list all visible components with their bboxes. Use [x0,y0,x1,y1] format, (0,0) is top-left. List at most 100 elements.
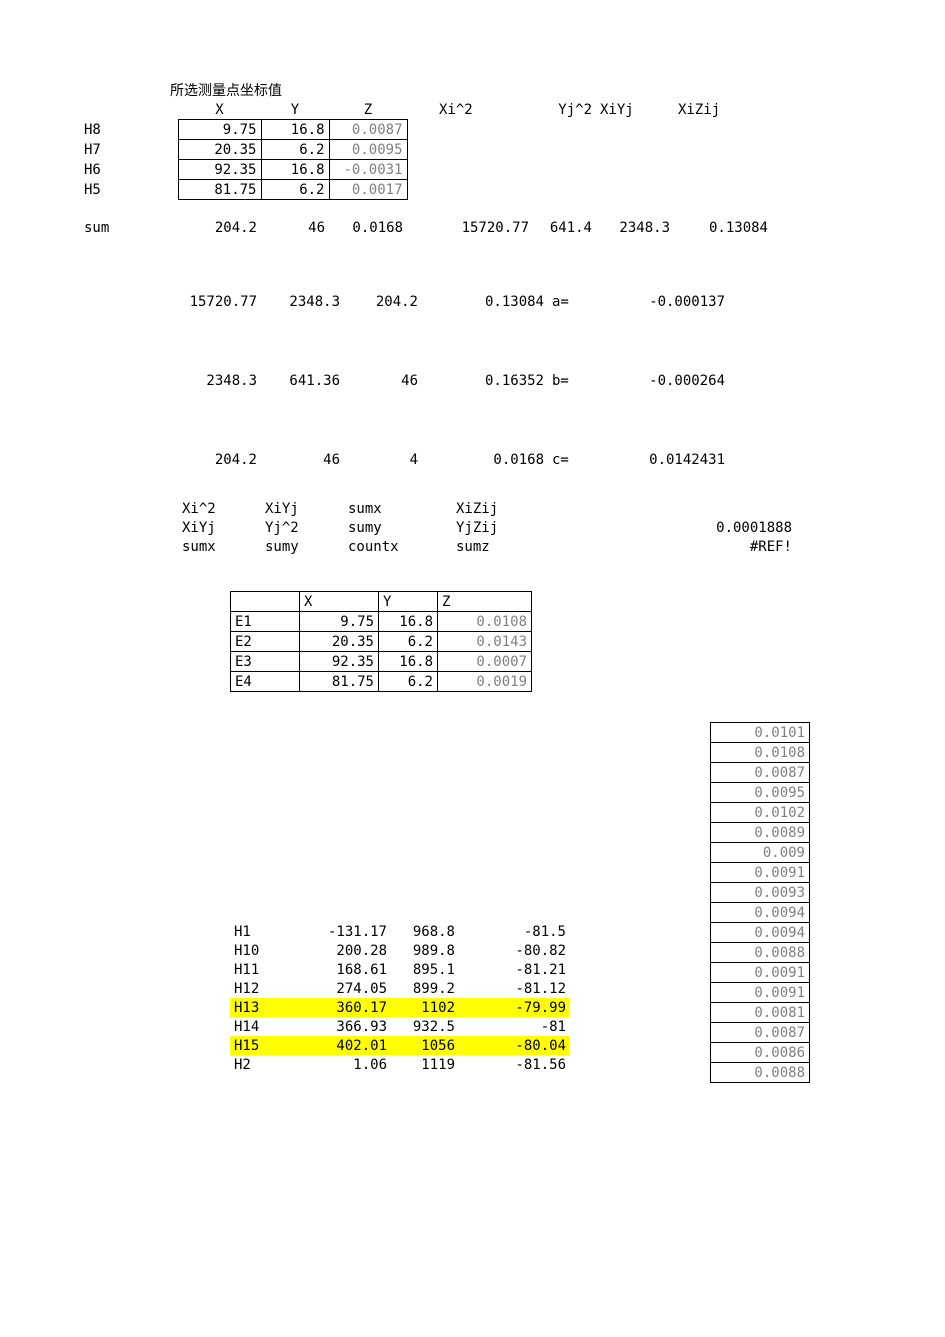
right-list-cell: 0.0094 [711,903,810,923]
t2-head [231,592,300,612]
legend-cell: sumy [261,537,344,556]
sum-y: 46 [261,218,329,237]
bottom-cell-a: -131.17 [298,922,391,941]
matrix-rhs: 0.16352 [450,371,548,390]
bottom-cell-b: 895.1 [391,960,459,979]
bottom-cell-b: 989.8 [391,941,459,960]
matrix-a: 204.2 [178,450,261,469]
t2-cell-y: 16.8 [379,612,438,632]
sum-row: sum204.2460.016815720.77641.42348.30.130… [80,218,772,237]
right-list-cell: 0.009 [711,843,810,863]
cell-y: 6.2 [261,140,329,160]
t2-row-id: E1 [231,612,300,632]
sum-xizij: 0.13084 [674,218,772,237]
bottom-row-id: H14 [230,1017,298,1036]
right-list-cell: 0.0087 [711,1023,810,1043]
bottom-cell-b: 1102 [391,998,459,1017]
cell-y: 6.2 [261,180,329,200]
right-list-cell: 0.0094 [711,923,810,943]
bottom-row-id: H15 [230,1036,298,1055]
sum-xiyj: 2348.3 [596,218,674,237]
t2-row-id: E4 [231,672,300,692]
cell-z: 0.0017 [329,180,407,200]
legend-cell: sumz [452,537,550,556]
matrix-rhs: 0.0168 [450,450,548,469]
cell-y: 16.8 [261,160,329,180]
right-list: 0.01010.01080.00870.00950.01020.00890.00… [710,722,810,1083]
section-title: 所选测量点坐标值 [170,80,860,100]
matrix-c: 204.2 [344,292,422,311]
right-list-cell: 0.0081 [711,1003,810,1023]
bottom-row-id: H13 [230,998,298,1017]
right-list-cell: 0.0108 [711,743,810,763]
right-list-cell: 0.0091 [711,863,810,883]
bottom-table: H1-131.17968.8-81.5H10200.28989.8-80.82H… [230,922,570,1074]
bottom-cell-c: -81.21 [497,960,570,979]
row-id: H6 [80,160,178,180]
t2-head: Z [438,592,532,612]
t2-cell-y: 16.8 [379,652,438,672]
row-id: H7 [80,140,178,160]
sum-x: 204.2 [178,218,261,237]
right-list-cell: 0.0093 [711,883,810,903]
t2-cell-x: 20.35 [300,632,379,652]
cell-x: 9.75 [178,120,261,140]
legend-cell: countx [344,537,452,556]
table-1: XYZXi^2Yj^2XiYjXiZijH89.7516.80.0087H720… [80,100,773,200]
bottom-cell-c: -79.99 [497,998,570,1017]
cell-z: 0.0095 [329,140,407,160]
matrix-var-label: a= [548,292,631,311]
bottom-cell-c: -81.5 [497,922,570,941]
matrix-var-label: c= [548,450,631,469]
legend-cell: XiYj [178,518,261,537]
t2-cell-y: 6.2 [379,632,438,652]
bottom-row-id: H2 [230,1055,298,1074]
cell-x: 92.35 [178,160,261,180]
t2-cell-x: 9.75 [300,612,379,632]
legend-cell: XiYj [261,499,344,518]
sum-xi2: 15720.77 [435,218,533,237]
bottom-cell-b: 1119 [391,1055,459,1074]
bottom-cell-a: 402.01 [298,1036,391,1055]
t2-head: X [300,592,379,612]
bottom-cell-c: -81.56 [497,1055,570,1074]
legend-cell [698,499,796,518]
legend-cell: XiZij [452,499,550,518]
bottom-cell-c: -81.12 [497,979,570,998]
bottom-row-id: H10 [230,941,298,960]
t2-cell-z: 0.0108 [438,612,532,632]
right-list-cell: 0.0087 [711,763,810,783]
t2-cell-z: 0.0019 [438,672,532,692]
cell-z: -0.0031 [329,160,407,180]
t2-cell-y: 6.2 [379,672,438,692]
cell-y: 16.8 [261,120,329,140]
sum-z: 0.0168 [329,218,407,237]
right-list-cell: 0.0101 [711,723,810,743]
row-id: H5 [80,180,178,200]
legend-cell: Yj^2 [261,518,344,537]
right-list-cell: 0.0088 [711,1063,810,1083]
matrix-var-value: 0.0142431 [631,450,729,469]
legend: Xi^2XiYjsumxXiZijXiYjYj^2sumyYjZij0.0001… [80,499,796,556]
legend-cell: Xi^2 [178,499,261,518]
bottom-row-id: H1 [230,922,298,941]
right-list-cell: 0.0088 [711,943,810,963]
legend-cell: sumy [344,518,452,537]
bottom-cell-c: -80.04 [497,1036,570,1055]
bottom-cell-c: -80.82 [497,941,570,960]
legend-cell: 0.0001888 [698,518,796,537]
matrix-var-value: -0.000137 [631,292,729,311]
cell-z: 0.0087 [329,120,407,140]
bottom-cell-a: 274.05 [298,979,391,998]
t2-cell-z: 0.0143 [438,632,532,652]
bottom-cell-a: 200.28 [298,941,391,960]
matrix-b: 46 [261,450,344,469]
bottom-cell-c: -81 [497,1017,570,1036]
bottom-cell-a: 360.17 [298,998,391,1017]
matrix-a: 2348.3 [178,371,261,390]
matrix: 15720.772348.3204.20.13084a=-0.000137234… [80,292,729,469]
bottom-cell-b: 932.5 [391,1017,459,1036]
bottom-cell-a: 168.61 [298,960,391,979]
legend-cell: #REF! [698,537,796,556]
right-list-cell: 0.0095 [711,783,810,803]
